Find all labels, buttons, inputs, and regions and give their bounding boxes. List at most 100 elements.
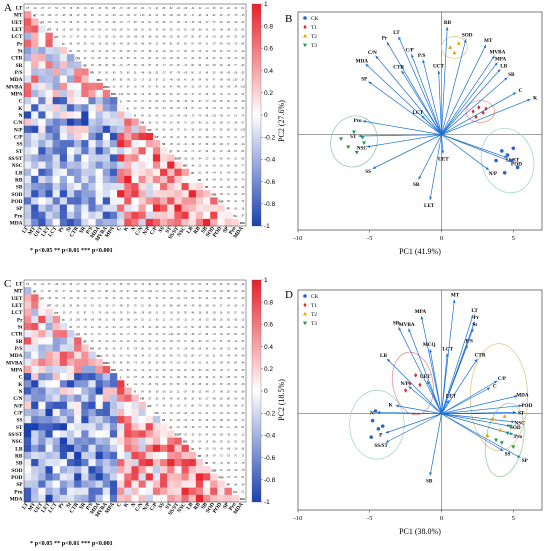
heatmap-value: .89 — [241, 44, 245, 46]
heatmap-value: .90 — [176, 65, 180, 67]
heatmap-value: -.92 — [183, 355, 188, 357]
heatmap-cell — [74, 140, 82, 148]
loading-arrow-head — [512, 92, 517, 96]
heatmap-cell — [131, 132, 139, 141]
heatmap-value: -.68 — [190, 144, 195, 146]
heatmap-col-label: CTR — [69, 502, 81, 515]
heatmap-value: .60 — [148, 298, 152, 300]
heatmap-cell — [95, 154, 103, 162]
heatmap-value: .31 — [212, 355, 216, 357]
heatmap-cell — [95, 97, 103, 105]
colorbar-tick-label: 0.4 — [264, 68, 273, 75]
loading-label: SS/ST — [374, 443, 388, 449]
heatmap-value: -.15 — [240, 320, 245, 322]
heatmap-value: -.27 — [205, 22, 210, 24]
heatmap-cell — [52, 430, 61, 438]
heatmap-cell — [88, 494, 96, 503]
heatmap-value: -.43 — [226, 173, 231, 175]
heatmap-value: -.63 — [233, 22, 238, 24]
heatmap-value: .56 — [105, 72, 109, 74]
heatmap-value: -.68 — [154, 327, 159, 329]
heatmap-cell — [59, 204, 68, 212]
sample-point — [360, 135, 365, 140]
heatmap-value: .54 — [198, 87, 202, 89]
heatmap-diagonal-label: N/P — [147, 130, 151, 132]
heatmap-value: .12 — [162, 313, 166, 315]
heatmap-value: -.76 — [83, 22, 88, 24]
sample-point — [369, 435, 374, 439]
heatmap-cell — [181, 204, 189, 212]
heatmap-cell — [45, 218, 53, 227]
heatmap-cell — [124, 487, 132, 496]
heatmap-value: .24 — [212, 427, 216, 429]
heatmap-value: .55 — [169, 29, 173, 31]
heatmap-cell — [52, 423, 61, 431]
heatmap-cell — [117, 161, 125, 169]
heatmap-value: .21 — [176, 391, 180, 393]
heatmap-cell — [66, 183, 75, 191]
heatmap-value: -.38 — [226, 151, 231, 153]
heatmap-cell — [95, 480, 103, 488]
heatmap-value: -.12 — [233, 341, 238, 343]
heatmap-cell — [31, 380, 39, 388]
sample-point — [418, 382, 422, 388]
heatmap-cell — [59, 365, 68, 374]
heatmap-value: -1.00 — [168, 334, 174, 336]
heatmap-cell — [138, 197, 146, 205]
heatmap-value: .50 — [226, 313, 230, 315]
heatmap-value: -.84 — [219, 363, 224, 365]
heatmap-cell — [124, 401, 132, 410]
heatmap-value: .91 — [148, 348, 152, 350]
heatmap-cell — [74, 125, 82, 134]
loading-arrow — [441, 395, 518, 415]
heatmap-cell — [174, 437, 182, 445]
heatmap-cell — [24, 97, 32, 105]
heatmap-value: .79 — [133, 101, 137, 103]
heatmap-row-label: MT — [14, 13, 23, 19]
heatmap-cell — [160, 175, 168, 184]
heatmap-cell — [31, 373, 39, 381]
heatmap-cell — [81, 211, 89, 220]
heatmap-value: .18 — [126, 341, 130, 343]
heatmap-cell — [38, 211, 46, 220]
heatmap-col-label: C — [116, 502, 123, 509]
heatmap-value: .09 — [155, 101, 159, 103]
heatmap-value: -.80 — [219, 327, 224, 329]
heatmap-cell — [31, 322, 39, 331]
heatmap-value: .53 — [169, 384, 173, 386]
heatmap-value: .13 — [191, 51, 195, 53]
sample-point — [498, 428, 503, 432]
heatmap-value: .71 — [105, 334, 109, 336]
heatmap-cell — [102, 480, 111, 488]
heatmap-cell — [203, 211, 211, 220]
heatmap-cell — [117, 218, 125, 227]
heatmap-value: -.59 — [147, 334, 152, 336]
sample-point — [485, 433, 490, 438]
heatmap-cell — [81, 183, 89, 191]
heatmap-cell — [38, 61, 46, 69]
heatmap-cell — [131, 487, 139, 496]
heatmap-cell — [38, 487, 46, 496]
heatmap-value: -.22 — [169, 51, 174, 53]
loading-label: SP — [522, 458, 529, 464]
heatmap-value: .90 — [191, 101, 195, 103]
heatmap-cell — [31, 175, 39, 184]
heatmap-cell — [88, 218, 96, 227]
heatmap-value: .64 — [105, 58, 109, 60]
heatmap-cell — [138, 408, 146, 417]
loading-label: Pro — [514, 434, 522, 440]
heatmap-value: .33 — [141, 291, 145, 293]
loading-arrow — [421, 115, 442, 135]
heatmap-value: .27 — [198, 427, 202, 429]
heatmap-cell — [52, 416, 61, 424]
heatmap-cell — [131, 444, 139, 453]
heatmap-value: -.97 — [133, 298, 138, 300]
heatmap-diagonal-label: SB — [205, 463, 209, 465]
loading-arrow-head — [494, 62, 498, 66]
heatmap-value: -.02 — [169, 37, 174, 39]
heatmap-cell — [45, 494, 53, 503]
heatmap-cell — [81, 373, 89, 381]
heatmap-cell — [117, 487, 125, 496]
heatmap-cell — [95, 111, 103, 119]
heatmap-cell — [109, 204, 118, 212]
